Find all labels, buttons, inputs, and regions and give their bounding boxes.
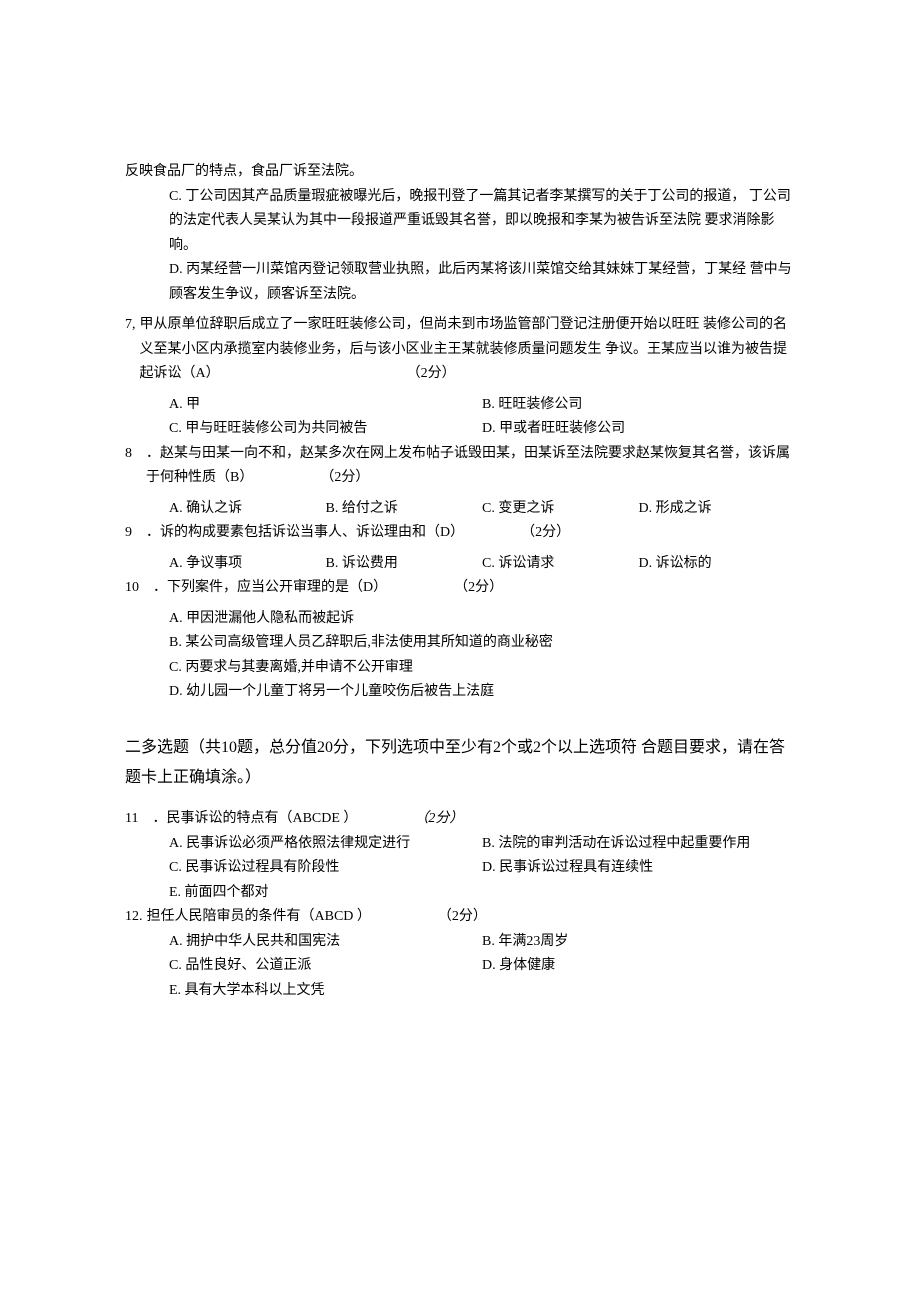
option-a: A. 争议事项 (169, 552, 326, 577)
question-12: 12. 担任人民陪审员的条件有（ABCD ） （2分） (125, 905, 795, 930)
question-number: 8 (125, 442, 132, 467)
question-number: 11 (125, 807, 138, 832)
option-c: C. 民事诉讼过程具有阶段性 (169, 856, 482, 881)
question-12-options: A. 拥护中华人民共和国宪法 B. 年满23周岁 C. 品性良好、公道正派 D.… (125, 930, 795, 1004)
option-a: A. 民事诉讼必须严格依照法律规定进行 (169, 832, 482, 857)
option-c: C. 变更之诉 (482, 497, 639, 522)
question-text: ．民事诉讼的特点有（ABCDE ） (152, 811, 357, 826)
option-c: C. 丙要求与其妻离婚,并申请不公开审理 (169, 656, 795, 681)
section-2-heading: 二多选题（共10题，总分值20分，下列选项中至少有2个或2个以上选项符 合题目要… (125, 733, 795, 794)
question-score: （2分） (438, 909, 487, 924)
question-8-options: A. 确认之诉 B. 给付之诉 C. 变更之诉 D. 形成之诉 (125, 497, 795, 522)
question-number: 12. (125, 905, 143, 930)
question-11-options: A. 民事诉讼必须严格依照法律规定进行 B. 法院的审判活动在诉讼过程中起重要作… (125, 832, 795, 906)
option-d-fragment: D. 丙某经营一川菜馆丙登记领取营业执照，此后丙某将该川菜馆交给其妹妹丁某经营，… (125, 258, 795, 307)
question-7: 7, 甲从原单位辞职后成立了一家旺旺装修公司，但尚未到市场监管部门登记注册便开始… (125, 313, 795, 387)
question-score: （2分） (414, 811, 463, 826)
question-score: （2分） (521, 525, 570, 540)
option-c: C. 甲与旺旺装修公司为共同被告 (169, 417, 482, 442)
question-score: （2分） (454, 580, 503, 595)
option-a: A. 确认之诉 (169, 497, 326, 522)
option-e: E. 具有大学本科以上文凭 (169, 979, 482, 1004)
question-7-options: A. 甲 B. 旺旺装修公司 C. 甲与旺旺装修公司为共同被告 D. 甲或者旺旺… (125, 393, 795, 442)
option-b: B. 法院的审判活动在诉讼过程中起重要作用 (482, 832, 795, 857)
question-score: （2分） (407, 366, 456, 381)
option-b: B. 诉讼费用 (326, 552, 483, 577)
option-d: D. 形成之诉 (639, 497, 796, 522)
question-11: 11 ．民事诉讼的特点有（ABCDE ） （2分） (125, 807, 795, 832)
option-c-fragment: C. 丁公司因其产品质量瑕疵被曝光后，晚报刊登了一篇其记者李某撰写的关于丁公司的… (125, 185, 795, 259)
question-score: （2分） (320, 470, 369, 485)
question-number: 10 (125, 576, 139, 601)
question-text: 担任人民陪审员的条件有（ABCD ） (147, 909, 371, 924)
question-text: ．诉的构成要素包括诉讼当事人、诉讼理由和（D） (146, 525, 464, 540)
option-d: D. 民事诉讼过程具有连续性 (482, 856, 795, 881)
question-number: 7, (125, 313, 136, 338)
option-d: D. 诉讼标的 (639, 552, 796, 577)
option-a: A. 甲 (169, 393, 482, 418)
option-a: A. 甲因泄漏他人隐私而被起诉 (169, 607, 795, 632)
exam-page: 反映食品厂的特点，食品厂诉至法院。 C. 丁公司因其产品质量瑕疵被曝光后，晚报刊… (0, 0, 920, 1063)
question-number: 9 (125, 521, 132, 546)
question-10: 10 ．下列案件，应当公开审理的是（D） （2分） (125, 576, 795, 601)
option-b: B. 给付之诉 (326, 497, 483, 522)
option-a: A. 拥护中华人民共和国宪法 (169, 930, 482, 955)
question-10-options: A. 甲因泄漏他人隐私而被起诉 B. 某公司高级管理人员乙辞职后,非法使用其所知… (125, 607, 795, 705)
question-text: ．赵某与田某一向不和，赵某多次在网上发布帖子诋毁田某，田某诉至法院要求赵某恢复其… (146, 446, 790, 486)
option-e: E. 前面四个都对 (169, 881, 482, 906)
question-9: 9 ．诉的构成要素包括诉讼当事人、诉讼理由和（D） （2分） (125, 521, 795, 546)
option-d: D. 幼儿园一个儿童丁将另一个儿童咬伤后被告上法庭 (169, 680, 795, 705)
option-b: B. 某公司高级管理人员乙辞职后,非法使用其所知道的商业秘密 (169, 631, 795, 656)
option-d: D. 甲或者旺旺装修公司 (482, 417, 795, 442)
option-c: C. 品性良好、公道正派 (169, 954, 482, 979)
option-b: B. 年满23周岁 (482, 930, 795, 955)
question-text: ．下列案件，应当公开审理的是（D） (153, 580, 387, 595)
option-b: B. 旺旺装修公司 (482, 393, 795, 418)
question-8: 8 ．赵某与田某一向不和，赵某多次在网上发布帖子诋毁田某，田某诉至法院要求赵某恢… (125, 442, 795, 491)
question-9-options: A. 争议事项 B. 诉讼费用 C. 诉讼请求 D. 诉讼标的 (125, 552, 795, 577)
prev-question-fragment: 反映食品厂的特点，食品厂诉至法院。 (125, 160, 795, 185)
question-text: 甲从原单位辞职后成立了一家旺旺装修公司，但尚未到市场监管部门登记注册便开始以旺旺… (140, 317, 788, 381)
option-d: D. 身体健康 (482, 954, 795, 979)
option-c: C. 诉讼请求 (482, 552, 639, 577)
